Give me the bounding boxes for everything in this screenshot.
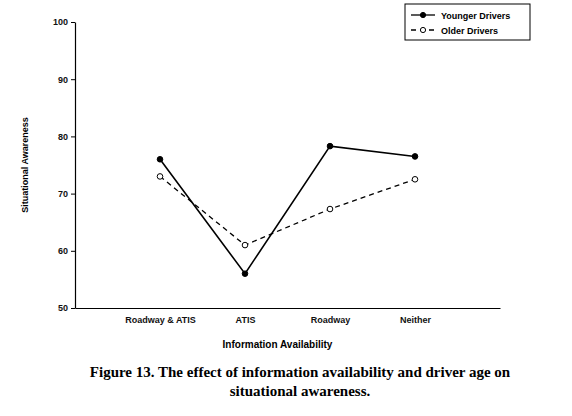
legend-box — [405, 4, 530, 40]
y-tick-mark — [71, 251, 75, 252]
y-tick-label: 60 — [58, 246, 68, 256]
series-marker — [242, 271, 248, 277]
x-tick-label: Roadway & ATIS — [125, 315, 196, 325]
series-marker — [327, 206, 333, 212]
chart-title-line: Figure 13. The effect of information ava… — [90, 364, 511, 380]
plot-area — [157, 143, 418, 276]
y-tick-label: 50 — [58, 303, 68, 313]
y-tick-mark — [71, 194, 75, 195]
x-tick: Neither — [400, 308, 432, 325]
y-tick: 80 — [58, 132, 75, 142]
x-tick: ATIS — [236, 308, 256, 325]
x-tick: Roadway — [311, 308, 351, 325]
chart-title-line: situational awareness. — [230, 383, 371, 399]
x-tick-label: ATIS — [236, 315, 256, 325]
legend-marker — [420, 12, 425, 17]
series-marker — [412, 154, 418, 160]
y-tick: 50 — [58, 303, 75, 313]
legend: Younger Drivers Older Drivers — [405, 4, 530, 40]
y-tick: 90 — [58, 75, 75, 85]
y-tick-mark — [71, 308, 75, 309]
x-tick-label: Roadway — [311, 315, 351, 325]
x-axis-line — [76, 308, 501, 309]
y-tick: 100 — [53, 17, 75, 27]
legend-label: Younger Drivers — [441, 11, 510, 21]
series-line — [160, 146, 415, 274]
chart: 50 60 70 80 90 100 Roadway & ATIS ATIS Roadway Ne… — [0, 0, 572, 416]
series-marker — [157, 174, 163, 180]
y-tick-mark — [71, 136, 75, 137]
series-marker — [327, 143, 333, 149]
y-axis-line — [75, 23, 76, 309]
y-tick: 60 — [58, 246, 75, 256]
y-tick-mark — [71, 22, 75, 23]
y-tick-mark — [71, 79, 75, 80]
y-tick-label: 90 — [58, 75, 68, 85]
series-marker — [157, 156, 163, 162]
y-axis-title: Situational Awareness — [20, 117, 30, 213]
x-tick-label: Neither — [400, 315, 432, 325]
y-tick-label: 100 — [53, 17, 68, 27]
x-tick: Roadway & ATIS — [125, 308, 196, 325]
y-axis: 50 60 70 80 90 100 — [53, 17, 76, 313]
chart-title: Figure 13. The effect of information ava… — [90, 364, 511, 399]
y-tick-label: 80 — [58, 132, 68, 142]
legend-marker — [420, 27, 425, 32]
series-line — [160, 176, 415, 245]
series-marker — [412, 177, 418, 183]
y-tick-label: 70 — [58, 189, 68, 199]
y-tick: 70 — [58, 189, 75, 199]
x-axis-title: Information Availability — [223, 339, 333, 350]
legend-label: Older Drivers — [441, 26, 498, 36]
series-marker — [242, 242, 248, 248]
x-axis: Roadway & ATIS ATIS Roadway Neither — [76, 308, 501, 325]
